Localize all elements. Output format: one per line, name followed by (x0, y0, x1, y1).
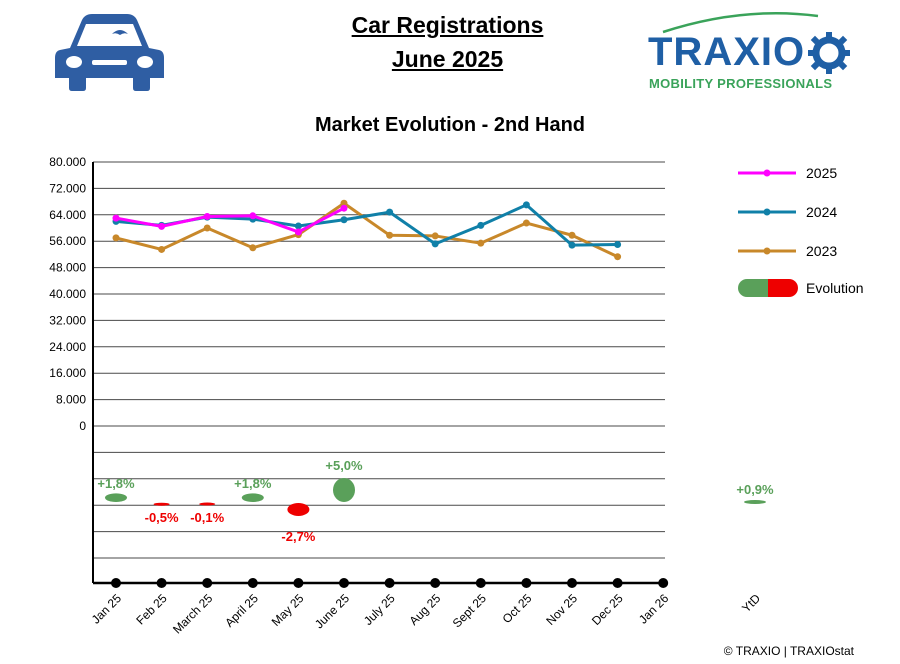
logo-tagline: MOBILITY PROFESSIONALS (649, 76, 833, 91)
evolution-bubble (241, 493, 264, 502)
y-tick-label: 80.000 (49, 155, 86, 169)
evolution-bubble (199, 502, 216, 506)
evolution-label: -2,7% (281, 529, 315, 544)
x-axis-marker (475, 578, 486, 588)
legend-swatch-evolution-negative (768, 279, 798, 297)
x-tick-label: Feb 25 (133, 591, 170, 628)
legend-label: 2025 (806, 165, 837, 181)
x-tick-label: Jan 25 (89, 591, 125, 627)
series-point-2023 (249, 244, 257, 252)
page-title: Car Registrations (351, 12, 544, 38)
legend-swatch-evolution-positive (738, 279, 768, 297)
series-point-2024 (568, 241, 576, 249)
series-point-2023 (477, 239, 485, 247)
evolution-label: +5,0% (325, 458, 363, 473)
x-axis-marker (384, 578, 395, 588)
series-line-2025 (115, 206, 345, 234)
series-point-2024 (294, 222, 302, 230)
series-point-2023 (112, 234, 120, 242)
series-point-2023 (203, 224, 211, 232)
series-line-2023 (115, 201, 619, 259)
evolution-bubble (333, 478, 355, 502)
evolution-bubble (105, 493, 127, 502)
series-point-2025 (203, 212, 211, 220)
series-point-2023 (431, 232, 439, 240)
x-axis-marker (247, 578, 258, 588)
y-tick-label: 32.000 (49, 313, 86, 327)
x-tick-label: July 25 (361, 591, 398, 628)
series-point-2025 (249, 212, 257, 220)
evolution-bubble-ytd (744, 500, 766, 504)
series-point-2024 (340, 216, 348, 224)
y-tick-label: 48.000 (49, 261, 86, 275)
y-tick-label: 56.000 (49, 234, 86, 248)
series-point-2023 (614, 253, 622, 261)
x-axis-marker (156, 578, 167, 588)
logo-wordmark: TRAXIO (648, 30, 806, 74)
x-tick-label: Nov 25 (543, 591, 580, 628)
x-tick-label: June 25 (312, 591, 352, 631)
y-tick-label: 64.000 (49, 208, 86, 222)
series-point-2024 (522, 201, 530, 209)
chart-title: Market Evolution - 2nd Hand (314, 114, 586, 136)
series-point-2023 (568, 231, 576, 239)
evolution-bubble (287, 503, 310, 516)
car-icon (55, 14, 164, 91)
page-subtitle-date: June 2025 (391, 46, 504, 72)
x-axis-marker (612, 578, 623, 588)
evolution-label: +1,8% (234, 476, 272, 491)
x-axis-marker (202, 578, 213, 588)
evolution-label-ytd: +0,9% (736, 482, 774, 497)
legend-marker-2023 (763, 247, 771, 255)
x-tick-label: Aug 25 (407, 591, 444, 628)
x-tick-label: April 25 (222, 591, 261, 630)
legend-label: 2023 (806, 243, 837, 259)
legend-label: 2024 (806, 204, 837, 220)
series-point-2025 (112, 214, 120, 222)
x-tick-label: May 25 (269, 591, 307, 629)
x-tick-label: Sept 25 (450, 591, 489, 630)
x-tick-label: Oct 25 (500, 591, 535, 626)
series-line-2024 (115, 203, 618, 247)
y-tick-label: 24.000 (49, 340, 86, 354)
series-point-2023 (158, 245, 166, 253)
traxio-logo (662, 12, 850, 74)
x-axis-marker (567, 578, 577, 588)
evolution-bubble (153, 502, 170, 506)
evolution-label: -0,1% (190, 510, 224, 525)
copyright-footer: © TRAXIO | TRAXIOstat (723, 644, 854, 658)
evolution-label: +1,8% (97, 476, 135, 491)
series-point-2023 (340, 199, 348, 207)
x-tick-label: Jan 26 (636, 591, 672, 627)
series-point-2025 (158, 222, 166, 230)
series-point-2024 (614, 241, 622, 248)
y-tick-label: 40.000 (49, 287, 86, 301)
x-axis-marker (339, 578, 349, 588)
series-point-2023 (522, 219, 530, 227)
y-tick-label: 0 (79, 419, 86, 433)
x-tick-label: March 25 (170, 591, 216, 637)
series-point-2023 (386, 231, 394, 239)
series-point-2024 (386, 208, 394, 216)
series-point-2024 (477, 221, 485, 229)
series-point-2024 (431, 240, 439, 248)
x-axis-marker (658, 578, 669, 588)
x-tick-label: Dec 25 (589, 591, 626, 628)
series-point-2025 (294, 228, 302, 236)
x-axis-marker (430, 578, 441, 588)
evolution-label: -0,5% (145, 510, 179, 525)
y-tick-label: 16.000 (49, 366, 86, 380)
x-axis-marker (111, 578, 121, 588)
legend-marker-2024 (763, 208, 771, 216)
x-tick-label-ytd: YtD (739, 591, 763, 615)
series-point-2025 (340, 204, 348, 212)
x-axis-marker (293, 578, 304, 588)
legend-marker-2025 (763, 169, 771, 177)
x-axis-marker (521, 578, 532, 588)
legend-label: Evolution (806, 280, 864, 296)
y-tick-label: 8.000 (56, 393, 86, 407)
y-tick-label: 72.000 (49, 181, 86, 195)
